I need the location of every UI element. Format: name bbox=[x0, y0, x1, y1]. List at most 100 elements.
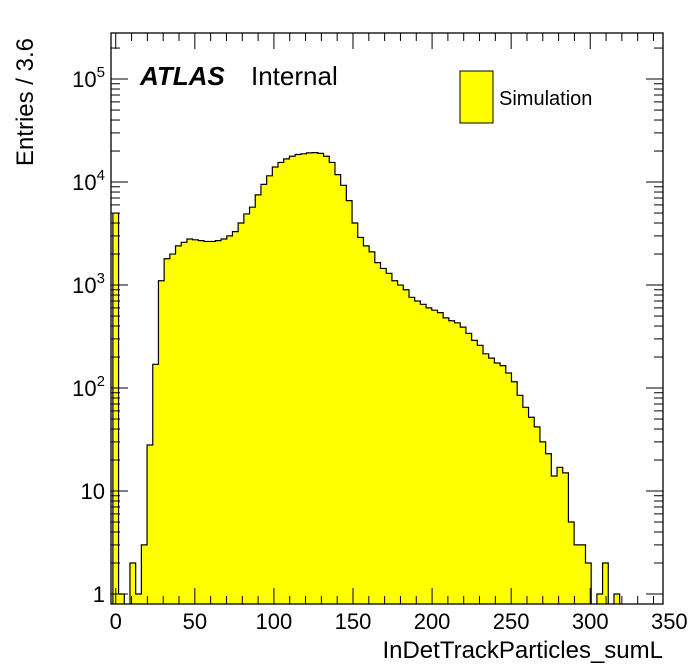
y-tick-label: 102 bbox=[72, 373, 105, 401]
histogram-bar-37 bbox=[329, 162, 336, 604]
histogram-bar-85 bbox=[613, 594, 621, 604]
histogram-bar-30 bbox=[289, 156, 296, 604]
legend: Simulation bbox=[459, 70, 592, 124]
atlas-sublabel: Internal bbox=[251, 61, 338, 91]
histogram-bar-84 bbox=[602, 563, 609, 604]
histogram-bar-33 bbox=[306, 152, 313, 604]
histogram-bar-49 bbox=[397, 285, 404, 604]
histogram-bar-34 bbox=[312, 152, 319, 604]
histogram-bar-50 bbox=[403, 289, 410, 604]
histogram-bar-28 bbox=[278, 162, 285, 604]
histogram-bar-77 bbox=[557, 467, 564, 604]
histogram-bar-80 bbox=[574, 544, 581, 604]
histogram-bar-1 bbox=[118, 594, 125, 604]
histogram-bar-67 bbox=[500, 365, 507, 604]
histogram-bar-63 bbox=[477, 345, 484, 604]
histogram-bar-21 bbox=[238, 223, 245, 605]
histogram-bar-78 bbox=[562, 472, 569, 604]
x-axis-title: InDetTrackParticles_sumL bbox=[382, 637, 663, 664]
histogram-bar-16 bbox=[209, 241, 216, 604]
histogram-bar-4 bbox=[141, 544, 148, 604]
x-tick-label: 50 bbox=[183, 609, 207, 634]
histogram-bar-69 bbox=[511, 381, 518, 604]
histogram-bar-39 bbox=[340, 185, 347, 604]
histogram-bar-81 bbox=[579, 544, 586, 604]
histogram-bar-20 bbox=[232, 231, 239, 604]
histogram-bar-54 bbox=[426, 307, 433, 604]
histogram-bar-64 bbox=[483, 353, 490, 604]
histogram-bar-26 bbox=[266, 175, 273, 604]
histogram-bar-62 bbox=[471, 340, 478, 604]
y-tick-label: 10 bbox=[81, 479, 105, 504]
histogram-bar-47 bbox=[386, 273, 393, 604]
histogram-bar-70 bbox=[517, 395, 524, 604]
histogram-bar-22 bbox=[243, 213, 250, 604]
histogram-bar-61 bbox=[465, 333, 473, 604]
histogram-bar-65 bbox=[488, 358, 495, 604]
histogram-bar-71 bbox=[522, 407, 529, 604]
histogram-bar-76 bbox=[551, 475, 558, 604]
histogram-bar-31 bbox=[295, 154, 302, 605]
histogram-bar-36 bbox=[323, 156, 330, 604]
histogram-bar-35 bbox=[317, 153, 324, 604]
x-tick-label: 100 bbox=[256, 609, 293, 634]
y-tick-label: 1 bbox=[93, 582, 105, 607]
y-axis-title: Entries / 3.6 bbox=[12, 38, 39, 166]
histogram-bar-43 bbox=[363, 245, 370, 604]
y-tick-label: 105 bbox=[72, 64, 105, 92]
histogram-bar-72 bbox=[528, 417, 535, 604]
histogram-bar-2 bbox=[129, 563, 137, 604]
histogram-bar-11 bbox=[181, 242, 188, 604]
histogram-bar-19 bbox=[226, 235, 233, 604]
histogram-bar-25 bbox=[260, 184, 268, 604]
histogram-bar-38 bbox=[334, 174, 342, 605]
x-tick-label: 0 bbox=[110, 609, 122, 634]
histogram-bar-14 bbox=[198, 240, 205, 605]
x-tick-label: 200 bbox=[414, 609, 451, 634]
histogram-bar-48 bbox=[391, 280, 398, 604]
histogram-bar-60 bbox=[460, 327, 467, 604]
histogram-bar-10 bbox=[175, 245, 182, 604]
histogram-bar-53 bbox=[420, 304, 427, 604]
histogram-bar-73 bbox=[534, 426, 541, 604]
histogram-bar-58 bbox=[448, 320, 455, 604]
y-tick-label: 103 bbox=[72, 270, 105, 298]
histogram-bar-27 bbox=[272, 166, 279, 604]
histogram-bar-8 bbox=[164, 258, 171, 604]
histogram-bar-42 bbox=[357, 237, 364, 604]
histogram-bar-51 bbox=[408, 297, 416, 604]
x-tick-label: 300 bbox=[572, 609, 609, 634]
histogram-bar-83 bbox=[596, 594, 603, 604]
histogram-bar-56 bbox=[437, 312, 444, 604]
atlas-label: ATLAS bbox=[139, 61, 225, 91]
y-axis-ticks: 1 10 102 103 104 105 bbox=[72, 47, 663, 607]
histogram-bar-41 bbox=[352, 223, 359, 605]
histogram-bar-68 bbox=[505, 372, 512, 604]
histogram-bar-17 bbox=[215, 240, 222, 605]
histogram-bar-66 bbox=[494, 363, 501, 604]
x-tick-label: 150 bbox=[335, 609, 372, 634]
histogram-bar-9 bbox=[169, 254, 176, 605]
histogram-bar-13 bbox=[192, 239, 199, 605]
histogram-bar-18 bbox=[221, 238, 228, 604]
histogram-bar-24 bbox=[255, 194, 262, 604]
histogram-bars bbox=[112, 152, 621, 605]
histogram-bar-59 bbox=[454, 322, 461, 604]
histogram-bar-55 bbox=[431, 310, 438, 604]
histogram-bar-5 bbox=[147, 444, 154, 604]
x-tick-label: 350 bbox=[651, 609, 688, 634]
histogram-bar-29 bbox=[283, 158, 290, 604]
histogram-bar-52 bbox=[414, 300, 421, 604]
plot-frame bbox=[110, 32, 664, 605]
histogram-bar-7 bbox=[158, 280, 165, 604]
histogram-bar-3 bbox=[135, 594, 142, 604]
x-tick-label: 250 bbox=[493, 609, 530, 634]
histogram-bar-44 bbox=[369, 251, 376, 604]
histogram-bar-82 bbox=[585, 563, 592, 604]
y-tick-label: 104 bbox=[72, 167, 105, 195]
histogram-bar-79 bbox=[568, 522, 575, 604]
histogram-bar-74 bbox=[539, 441, 547, 604]
histogram-bar-40 bbox=[346, 200, 353, 604]
histogram-bar-46 bbox=[380, 268, 387, 604]
